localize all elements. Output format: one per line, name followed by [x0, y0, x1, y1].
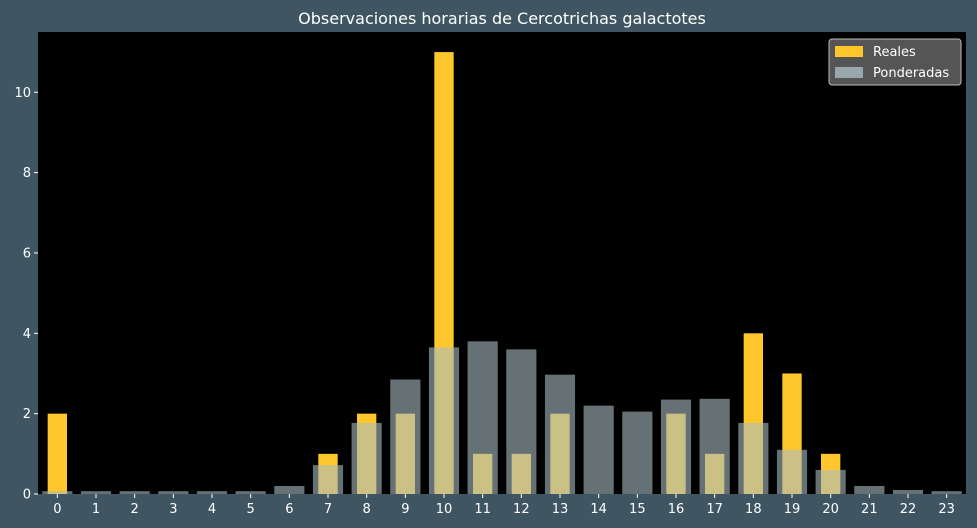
bar-ponderadas-19 [776, 449, 808, 494]
bar-ponderadas-22 [892, 489, 924, 494]
bar-ponderadas-18 [738, 422, 769, 494]
y-tick-label-10: 10 [14, 86, 31, 101]
x-tick-label-1: 1 [92, 502, 100, 517]
bar-ponderadas-20 [815, 469, 846, 494]
x-tick-label-20: 20 [822, 502, 839, 517]
x-tick-label-21: 21 [861, 502, 878, 517]
x-tick-label-16: 16 [668, 502, 685, 517]
bar-ponderadas-21 [854, 485, 885, 494]
bar-ponderadas-14 [583, 405, 614, 494]
x-tick-label-18: 18 [745, 502, 762, 517]
bar-ponderadas-16 [660, 399, 692, 494]
x-tick-label-8: 8 [363, 502, 371, 517]
x-tick-label-10: 10 [436, 502, 453, 517]
bar-ponderadas-3 [158, 491, 189, 494]
bar-ponderadas-2 [119, 491, 150, 494]
x-tick-label-12: 12 [513, 502, 530, 517]
x-tick-label-22: 22 [900, 502, 917, 517]
bar-ponderadas-4 [196, 491, 228, 494]
x-tick-label-4: 4 [208, 502, 216, 517]
bar-ponderadas-8 [351, 422, 382, 494]
x-tick-label-9: 9 [401, 502, 409, 517]
legend-label-reales: Reales [873, 45, 916, 60]
x-axis: 0 1 2 3 4 5 6 7 8 9 10 11 12 13 14 15 16 17 18 19 20 21 22 23 [53, 494, 955, 517]
legend-swatch-reales [835, 46, 863, 57]
x-tick-label-2: 2 [131, 502, 139, 517]
bar-ponderadas-12 [506, 349, 537, 494]
x-tick-label-6: 6 [285, 502, 293, 517]
y-tick-label-6: 6 [23, 246, 31, 261]
bar-ponderadas-13 [544, 374, 576, 494]
x-tick-label-3: 3 [169, 502, 177, 517]
x-tick-label-14: 14 [590, 502, 607, 517]
x-tick-label-11: 11 [474, 502, 491, 517]
legend: Reales Ponderadas [828, 38, 962, 86]
bar-ponderadas-10 [428, 347, 460, 494]
plot-area [38, 32, 966, 494]
x-tick-label-7: 7 [324, 502, 332, 517]
bar-ponderadas-0 [42, 491, 73, 494]
y-axis: 0 2 4 6 8 10 [14, 86, 38, 503]
x-tick-label-13: 13 [552, 502, 569, 517]
bar-ponderadas-17 [699, 398, 730, 494]
x-tick-label-17: 17 [706, 502, 723, 517]
y-tick-label-2: 2 [23, 407, 31, 422]
bar-ponderadas-7 [312, 465, 344, 494]
y-tick-label-0: 0 [23, 488, 31, 503]
chart-title: Observaciones horarias de Cercotrichas g… [298, 9, 706, 28]
bar-ponderadas-6 [274, 485, 305, 494]
y-tick-label-8: 8 [23, 166, 31, 181]
bar-ponderadas-9 [390, 379, 421, 494]
legend-swatch-ponderadas [835, 67, 863, 78]
bar-reales-0 [47, 413, 67, 494]
bar-ponderadas-23 [931, 491, 962, 494]
x-tick-label-5: 5 [247, 502, 255, 517]
series-ponderadas [42, 341, 962, 494]
x-tick-label-0: 0 [53, 502, 61, 517]
legend-label-ponderadas: Ponderadas [873, 66, 949, 81]
x-tick-label-23: 23 [938, 502, 955, 517]
x-tick-label-15: 15 [629, 502, 646, 517]
y-tick-label-4: 4 [23, 327, 31, 342]
bar-ponderadas-11 [467, 341, 498, 494]
x-tick-label-19: 19 [784, 502, 801, 517]
bar-ponderadas-5 [235, 491, 266, 494]
bar-ponderadas-15 [622, 411, 653, 494]
bar-ponderadas-1 [80, 491, 112, 494]
